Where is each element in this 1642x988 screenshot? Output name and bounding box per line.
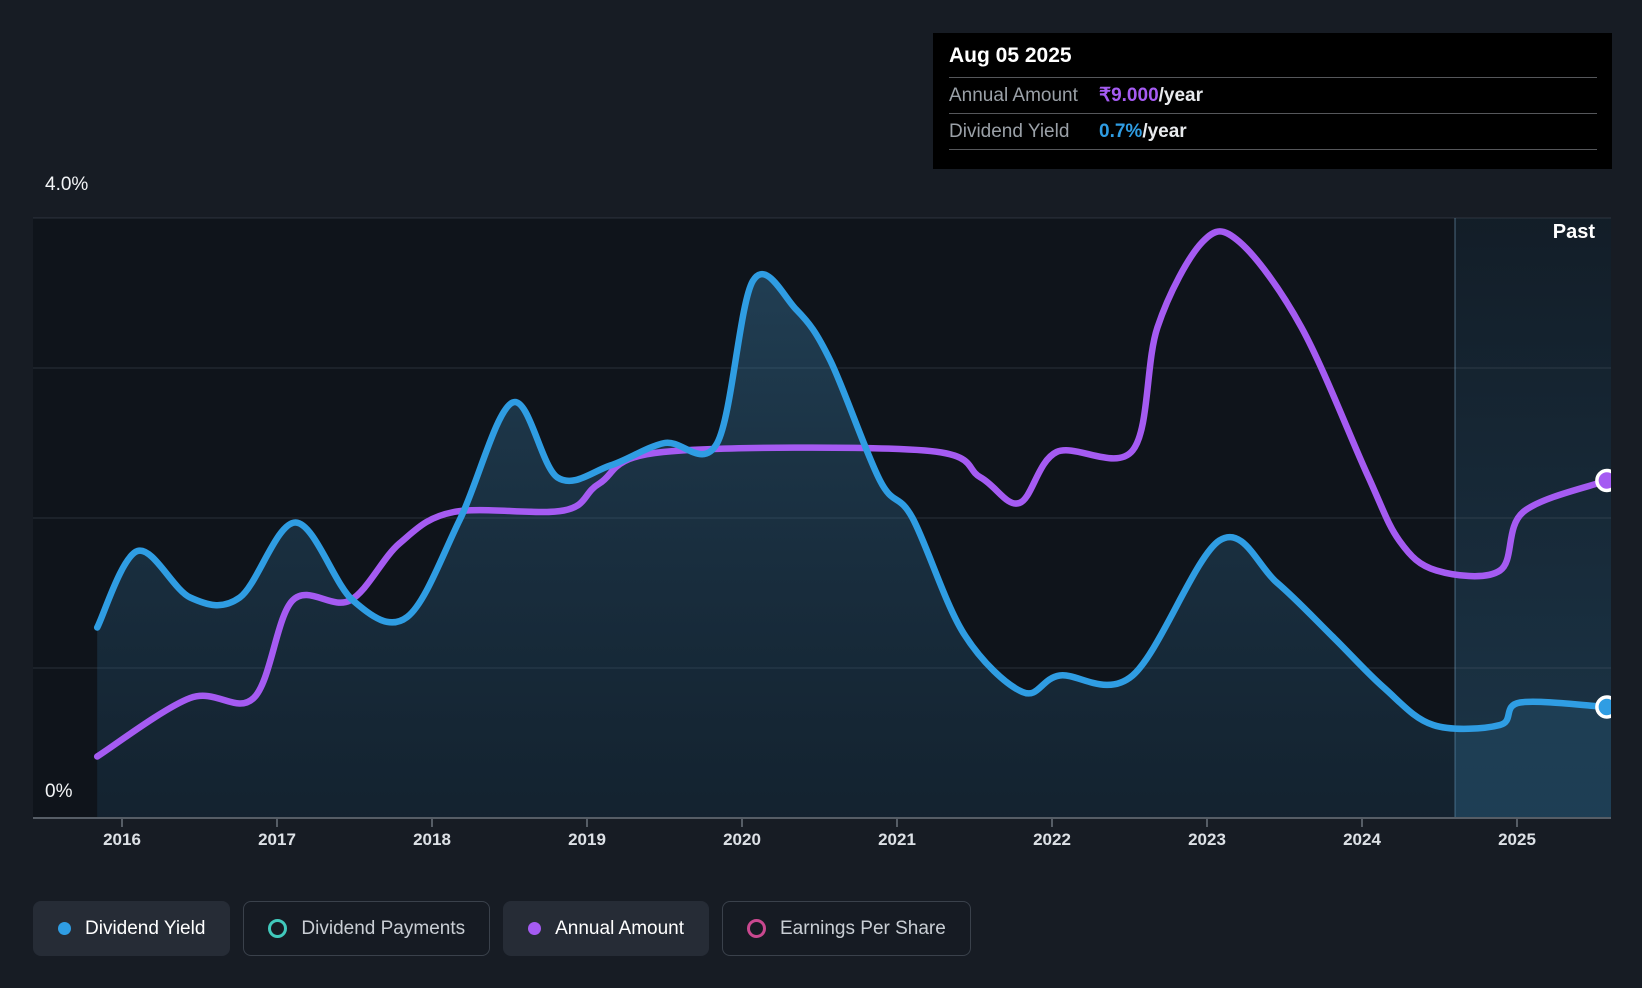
- tooltip-unit: /year: [1158, 84, 1204, 106]
- legend-label: Annual Amount: [555, 917, 684, 939]
- x-tick-2017: 2017: [258, 830, 296, 849]
- annual-amount-dot-icon: [528, 922, 542, 935]
- x-tick-2022: 2022: [1033, 830, 1071, 849]
- legend-toggle-dividend-payments[interactable]: Dividend Payments: [243, 901, 491, 956]
- chart-tooltip: Aug 05 2025 Annual Amount ₹9.000/year Di…: [933, 33, 1612, 169]
- tooltip-label: Annual Amount: [949, 84, 1078, 106]
- tooltip-row-annual-amount: Annual Amount ₹9.000/year: [949, 77, 1597, 113]
- legend-label: Earnings Per Share: [780, 917, 946, 939]
- past-region-label: Past: [1552, 221, 1595, 243]
- tooltip-value-dividend-yield: 0.7%: [1099, 120, 1143, 142]
- y-axis-zero-label: 0%: [45, 781, 73, 802]
- chart-legend: Dividend Yield Dividend Payments Annual …: [33, 901, 971, 956]
- y-axis-top-label: 4.0%: [45, 174, 89, 195]
- tooltip-date: Aug 05 2025: [949, 44, 1072, 67]
- x-tick-2020: 2020: [723, 830, 761, 849]
- dividend-payments-ring-icon: [268, 919, 288, 938]
- x-tick-2016: 2016: [103, 830, 141, 849]
- x-tick-2023: 2023: [1188, 830, 1226, 849]
- legend-label: Dividend Yield: [85, 917, 206, 939]
- x-tick-2018: 2018: [413, 830, 451, 849]
- tooltip-row-dividend-yield: Dividend Yield 0.7%/year: [949, 113, 1597, 150]
- x-tick-2025: 2025: [1498, 830, 1536, 849]
- x-tick-2024: 2024: [1343, 830, 1381, 849]
- legend-toggle-dividend-yield[interactable]: Dividend Yield: [33, 901, 231, 956]
- earnings-per-share-ring-icon: [747, 919, 766, 938]
- x-tick-2021: 2021: [878, 830, 916, 849]
- tooltip-value-annual-amount: ₹9.000: [1099, 85, 1159, 106]
- legend-toggle-earnings-per-share[interactable]: Earnings Per Share: [722, 901, 971, 956]
- x-tick-2019: 2019: [568, 830, 606, 849]
- tooltip-unit: /year: [1142, 120, 1187, 142]
- legend-toggle-annual-amount[interactable]: Annual Amount: [503, 901, 709, 956]
- legend-label: Dividend Payments: [301, 917, 466, 939]
- dividend-yield-dot-icon: [58, 922, 71, 935]
- tooltip-label: Dividend Yield: [949, 120, 1070, 142]
